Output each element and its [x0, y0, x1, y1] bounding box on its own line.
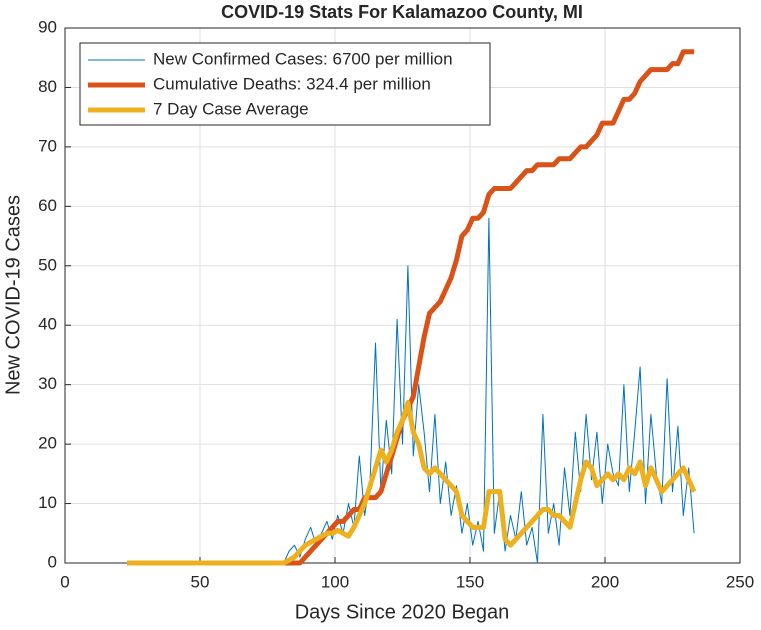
x-tick-label: 150 [456, 572, 484, 591]
data-line [127, 400, 697, 566]
x-tick-label: 50 [191, 572, 210, 591]
x-tick-label: 0 [60, 572, 69, 591]
y-tick-label: 0 [48, 552, 57, 571]
legend-label: New Confirmed Cases: 6700 per million [153, 49, 453, 68]
plot-frame [64, 27, 741, 564]
legend-label: 7 Day Case Average [153, 99, 309, 118]
x-tick-label: 250 [726, 572, 754, 591]
y-tick-label: 70 [38, 136, 57, 155]
x-tick-label: 200 [591, 572, 619, 591]
chart-title: COVID-19 Stats For Kalamazoo County, MI [221, 2, 583, 22]
y-tick-label: 60 [38, 196, 57, 215]
y-tick-label: 90 [38, 17, 57, 36]
y-tick-label: 50 [38, 255, 57, 274]
legend-box [79, 42, 491, 126]
x-axis-label: Days Since 2020 Began [295, 601, 510, 623]
y-axis-label: New COVID-19 Cases [2, 195, 24, 395]
y-tick-label: 20 [38, 434, 57, 453]
x-tick-label: 100 [321, 572, 349, 591]
legend-label: Cumulative Deaths: 324.4 per million [153, 74, 431, 93]
y-tick-label: 80 [38, 77, 57, 96]
y-tick-label: 30 [38, 374, 57, 393]
y-tick-label: 10 [38, 493, 57, 512]
y-tick-label: 40 [38, 315, 57, 334]
